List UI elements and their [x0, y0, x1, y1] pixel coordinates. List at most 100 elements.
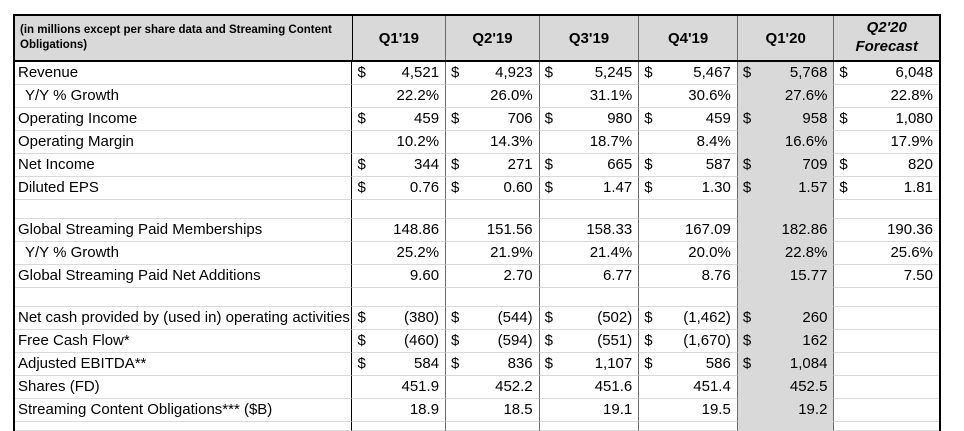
cell-value: 709: [802, 156, 828, 173]
row-revenue: Revenue $4,521 $4,923 $5,245 $5,467 $5,768 $6,…: [15, 62, 939, 85]
cell-q2-20-forecast: [834, 399, 939, 422]
cell-value: 836: [507, 355, 533, 372]
cell-q4-19: $1.30: [639, 177, 738, 200]
row-label: [15, 200, 353, 219]
cell-value: 22.8%: [784, 244, 828, 261]
cell-q1-19: $ (380): [352, 307, 447, 330]
cell-q1-20: 27.6%: [737, 85, 835, 108]
cell-q3-19: 21.4%: [539, 242, 640, 265]
cell-q1-20: 182.86: [737, 219, 835, 242]
cell-q1-20: 15.77: [737, 265, 835, 288]
cell-q2-20-forecast: $1,080: [834, 108, 939, 131]
cell-q3-19: $ (502): [539, 307, 640, 330]
dollar-sign: $: [839, 64, 848, 81]
row-label: Streaming Content Obligations*** ($B): [15, 399, 353, 422]
column-header-q2-20-forecast: Q2'20 Forecast: [834, 16, 939, 60]
cell-q1-20: 22.8%: [737, 242, 835, 265]
cell-value: 158.33: [586, 221, 633, 238]
cell-value: 8.76: [701, 267, 731, 284]
dollar-sign: $: [742, 332, 752, 349]
cell-value: 344: [414, 156, 440, 173]
cell-q3-19: [539, 200, 640, 219]
cell-q4-19: 167.09: [639, 219, 738, 242]
cell-value: 459: [705, 110, 731, 127]
cell-value: 584: [414, 355, 440, 372]
dollar-sign: $: [451, 64, 460, 81]
row-operating-income: Operating Income $459 $706 $980 $459 $958 $1,0…: [15, 108, 939, 131]
cell-q1-20: 452.5: [737, 376, 835, 399]
dollar-sign: $: [451, 332, 460, 349]
cell-value: 1,084: [789, 355, 828, 372]
cell-value: 15.77: [789, 267, 828, 284]
dollar-sign: $: [544, 179, 553, 196]
dollar-sign: $: [451, 156, 460, 173]
column-header-q4-19: Q4'19: [639, 16, 738, 60]
cell-value: 18.5: [503, 401, 533, 418]
table-row-blank: [15, 288, 939, 307]
cell-value: (1,670): [683, 332, 731, 349]
cell-value: 16.6%: [784, 133, 828, 150]
dollar-sign: $: [544, 156, 553, 173]
cell-value: 167.09: [684, 221, 731, 238]
cell-value: (551): [597, 332, 633, 349]
row-y-y-growth: Y/Y % Growth 25.2% 21.9% 21.4% 20.0% 22.8% 25.…: [15, 242, 939, 265]
row-free-cash-flow: Free Cash Flow* $ (460) $ (594) $ (551) $ (1,670…: [15, 330, 939, 353]
cell-q1-19: $344: [352, 154, 447, 177]
cell-q4-19: [639, 422, 738, 431]
row-label: Diluted EPS: [15, 177, 353, 200]
dollar-sign: $: [357, 110, 366, 127]
row-label: Global Streaming Paid Net Additions: [15, 265, 353, 288]
cell-value: 451.6: [594, 378, 633, 395]
row-label: Net cash provided by (used in) operating…: [15, 307, 353, 330]
cell-q4-19: 8.76: [639, 265, 738, 288]
cell-value: 190.36: [887, 221, 933, 238]
column-header-q1-19: Q1'19: [352, 16, 447, 60]
cell-value: 162: [802, 332, 828, 349]
cell-value: 2.70: [503, 267, 533, 284]
cell-q3-19: 19.1: [539, 399, 640, 422]
cell-value: 5,245: [594, 64, 633, 81]
cell-q1-20: 16.6%: [737, 131, 835, 154]
cell-value: 6.77: [603, 267, 633, 284]
row-y-y-growth: Y/Y % Growth 22.2% 26.0% 31.1% 30.6% 27.6% 22.…: [15, 85, 939, 108]
cell-q1-19: [352, 422, 447, 431]
cell-value: 5,467: [693, 64, 731, 81]
cell-value: 30.6%: [688, 87, 731, 104]
cell-q3-19: 158.33: [539, 219, 640, 242]
cell-q1-19: 148.86: [352, 219, 447, 242]
row-label: Global Streaming Paid Memberships: [15, 219, 353, 242]
row-label: Operating Income: [15, 108, 353, 131]
cell-q1-19: $4,521: [352, 62, 447, 85]
cell-q3-19: 31.1%: [539, 85, 640, 108]
cell-q1-19: $584: [352, 353, 447, 376]
cell-q2-19: $271: [446, 154, 540, 177]
cell-q2-20-forecast: [834, 307, 939, 330]
dollar-sign: $: [357, 332, 366, 349]
cell-q1-20: [737, 288, 835, 307]
cell-q4-19: $ (1,462): [639, 307, 738, 330]
cell-value: 8.4%: [696, 133, 731, 150]
cell-value: 19.2: [798, 401, 828, 418]
cell-value: 5,768: [789, 64, 828, 81]
dollar-sign: $: [644, 355, 653, 372]
cell-q3-19: $ (551): [539, 330, 640, 353]
cell-value: 21.9%: [490, 244, 533, 261]
cell-q4-19: $ (1,670): [639, 330, 738, 353]
cell-value: 820: [907, 156, 933, 173]
dollar-sign: $: [357, 179, 366, 196]
cell-q2-20-forecast: [834, 288, 939, 307]
dollar-sign: $: [644, 156, 653, 173]
cell-q1-19: [352, 288, 447, 307]
cell-value: 19.5: [701, 401, 731, 418]
cell-value: 17.9%: [890, 133, 933, 150]
dollar-sign: $: [357, 156, 366, 173]
cell-q1-19: 9.60: [352, 265, 447, 288]
dollar-sign: $: [544, 64, 553, 81]
cell-q4-19: $459: [639, 108, 738, 131]
cell-value: 182.86: [781, 221, 828, 238]
dollar-sign: $: [644, 332, 653, 349]
row-net-cash-provided-by-used-in-operating-activities: Net cash provided by (used in) operating…: [15, 307, 939, 330]
cell-q2-20-forecast: 190.36: [834, 219, 939, 242]
cell-q2-20-forecast: [834, 353, 939, 376]
cell-value: 22.8%: [890, 87, 933, 104]
